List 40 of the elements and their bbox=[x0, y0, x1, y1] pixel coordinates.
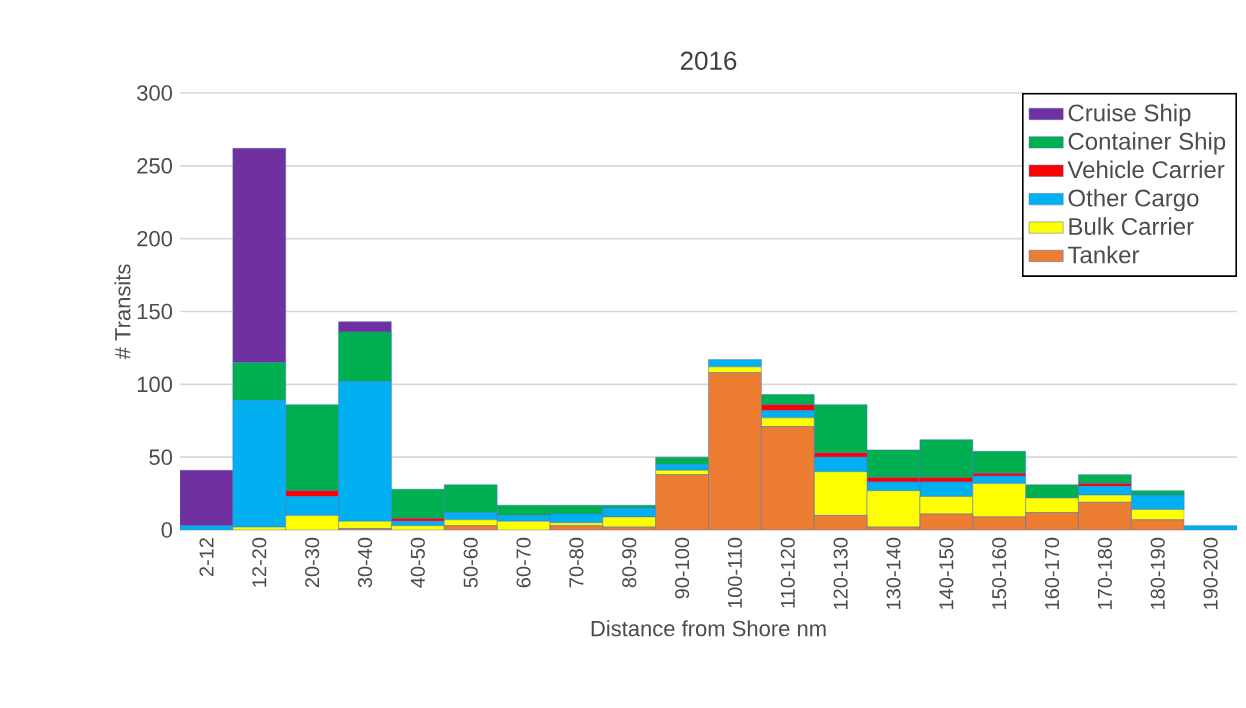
x-tick-label: 2-12 bbox=[199, 538, 214, 577]
x-tick-label: 160-170 bbox=[1044, 537, 1060, 609]
x-tick-label: 90-100 bbox=[675, 537, 690, 599]
bar bbox=[1078, 474, 1132, 484]
y-axis-title: # Transits bbox=[114, 264, 131, 360]
legend-label: Bulk Carrier bbox=[1069, 217, 1194, 235]
x-tick-label: 60-70 bbox=[516, 537, 531, 588]
x-tick-label: 70-80 bbox=[569, 537, 584, 588]
x-tick-label: 150-160 bbox=[992, 537, 1007, 609]
bar bbox=[232, 148, 286, 363]
y-tick-label: 200 bbox=[137, 230, 173, 247]
y-tick-label: 0 bbox=[161, 522, 173, 538]
x-tick-label: 20-30 bbox=[305, 537, 320, 588]
y-tick-label: 100 bbox=[137, 376, 173, 393]
x-tick-label: 50-60 bbox=[463, 537, 478, 588]
x-tick-label: 80-90 bbox=[622, 537, 637, 588]
x-tick-label: 30-40 bbox=[357, 537, 373, 588]
legend-label: Cruise Ship bbox=[1068, 103, 1191, 127]
x-tick-label: 180-190 bbox=[1150, 537, 1165, 609]
x-axis-title: Distance from Shore nm bbox=[591, 620, 826, 637]
bar bbox=[232, 362, 286, 401]
legend-label: Tanker bbox=[1067, 245, 1140, 264]
x-tick-label: 120-130 bbox=[833, 537, 848, 609]
y-tick-label: 50 bbox=[149, 449, 173, 465]
x-tick-label: 170-180 bbox=[1097, 537, 1112, 609]
y-tick-label: 150 bbox=[137, 303, 173, 320]
x-tick-label: 110-120 bbox=[780, 537, 795, 608]
y-tick-label: 250 bbox=[137, 158, 173, 174]
x-tick-label: 130-140 bbox=[886, 537, 901, 609]
x-tick-label: 100-110 bbox=[727, 537, 743, 608]
x-tick-label: 12-20 bbox=[252, 537, 267, 587]
legend-label: Vehicle Carrier bbox=[1067, 160, 1225, 179]
x-tick-label: 140-150 bbox=[939, 537, 954, 609]
x-tick-label: 190-200 bbox=[1203, 537, 1218, 609]
legend-label: Container Ship bbox=[1068, 132, 1226, 155]
bar bbox=[180, 470, 234, 526]
y-tick-label: 300 bbox=[137, 85, 173, 101]
legend-label: Other Cargo bbox=[1068, 188, 1199, 212]
x-tick-label: 40-50 bbox=[410, 537, 425, 588]
chart-title: 2016 bbox=[680, 51, 737, 70]
